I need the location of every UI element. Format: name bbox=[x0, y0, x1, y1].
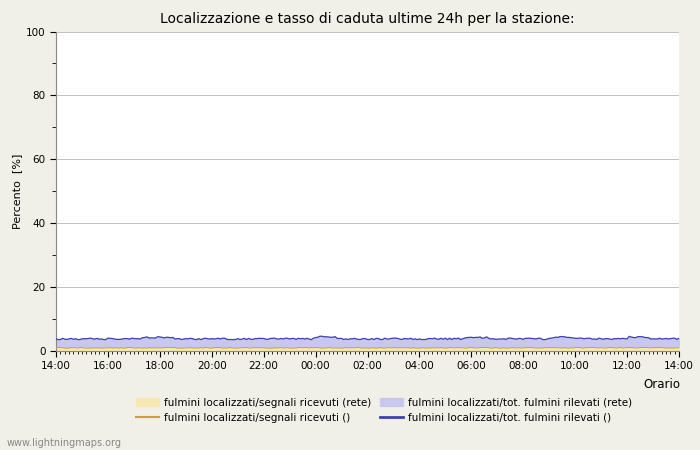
Y-axis label: Percento  [%]: Percento [%] bbox=[12, 153, 22, 229]
Text: www.lightningmaps.org: www.lightningmaps.org bbox=[7, 438, 122, 448]
Title: Localizzazione e tasso di caduta ultime 24h per la stazione:: Localizzazione e tasso di caduta ultime … bbox=[160, 12, 575, 26]
Text: Orario: Orario bbox=[643, 378, 680, 391]
Legend: fulmini localizzati/segnali ricevuti (rete), fulmini localizzati/segnali ricevut: fulmini localizzati/segnali ricevuti (re… bbox=[136, 398, 632, 423]
